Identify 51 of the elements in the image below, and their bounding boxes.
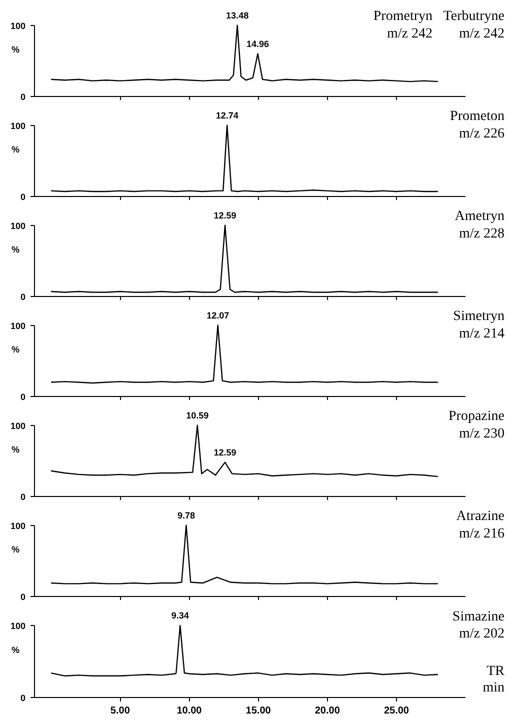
y-axis-title: %: [11, 444, 20, 454]
y-axis-title: %: [11, 344, 20, 354]
y-tick-label: 100: [10, 420, 26, 431]
annotation: Propazine m/z 230: [448, 409, 505, 442]
y-tick-label: 100: [10, 220, 26, 231]
y-tick-label: 0: [20, 192, 26, 202]
x-tick-label: 10.00: [176, 706, 202, 716]
line-series: [50, 224, 439, 293]
x-tick-label: 15.00: [246, 706, 272, 716]
annotation: Simetryn m/z 214: [453, 309, 505, 342]
y-axis-title: %: [11, 244, 20, 254]
annotation: 12.74: [216, 110, 238, 120]
y-axis-title: %: [11, 44, 20, 54]
y-tick-label: 0: [20, 592, 26, 602]
annotation: 13.48: [226, 10, 249, 20]
y-tick-label: 100: [10, 120, 26, 131]
y-tick-label: 0: [20, 92, 26, 102]
annotation: Ametryn m/z 228: [454, 209, 505, 242]
line-series: [50, 324, 439, 384]
y-tick-label: 0: [20, 392, 26, 402]
y-tick-label: 0: [20, 292, 26, 302]
line-series: [50, 424, 439, 478]
y-axis-title: %: [11, 144, 20, 154]
y-axis-title: %: [11, 544, 20, 554]
line-series: [50, 624, 439, 677]
x-tick-label: 5.00: [110, 706, 130, 716]
y-tick-label: 0: [20, 693, 26, 703]
x-tick-label: 25.00: [384, 706, 410, 716]
annotation: Prometryn m/z 242: [373, 9, 433, 42]
line-series: [50, 124, 439, 192]
annotation: Terbutryne m/z 242: [443, 9, 505, 42]
line-series: [50, 524, 439, 584]
annotation: 9.78: [177, 510, 195, 520]
annotation: 10.59: [186, 410, 209, 420]
annotation: Prometon m/z 226: [450, 109, 505, 142]
y-tick-label: 100: [10, 621, 26, 632]
annotation: Simazine m/z 202: [452, 609, 505, 642]
y-tick-label: 0: [20, 492, 26, 502]
x-tick-label: 20.00: [314, 706, 340, 716]
y-axis-title: %: [11, 645, 20, 655]
line-series: [50, 24, 439, 82]
annotation: Atrazine m/z 216: [456, 509, 505, 542]
annotation: 9.34: [171, 610, 189, 621]
annotation: 12.59: [214, 210, 236, 220]
y-tick-label: 100: [10, 20, 26, 31]
y-tick-label: 100: [10, 320, 26, 331]
annotation: 12.07: [206, 310, 230, 320]
annotation: 14.96: [246, 38, 270, 49]
y-tick-label: 100: [10, 520, 26, 531]
annotation: 12.59: [214, 447, 236, 458]
x-axis-title: TR min: [482, 664, 506, 696]
